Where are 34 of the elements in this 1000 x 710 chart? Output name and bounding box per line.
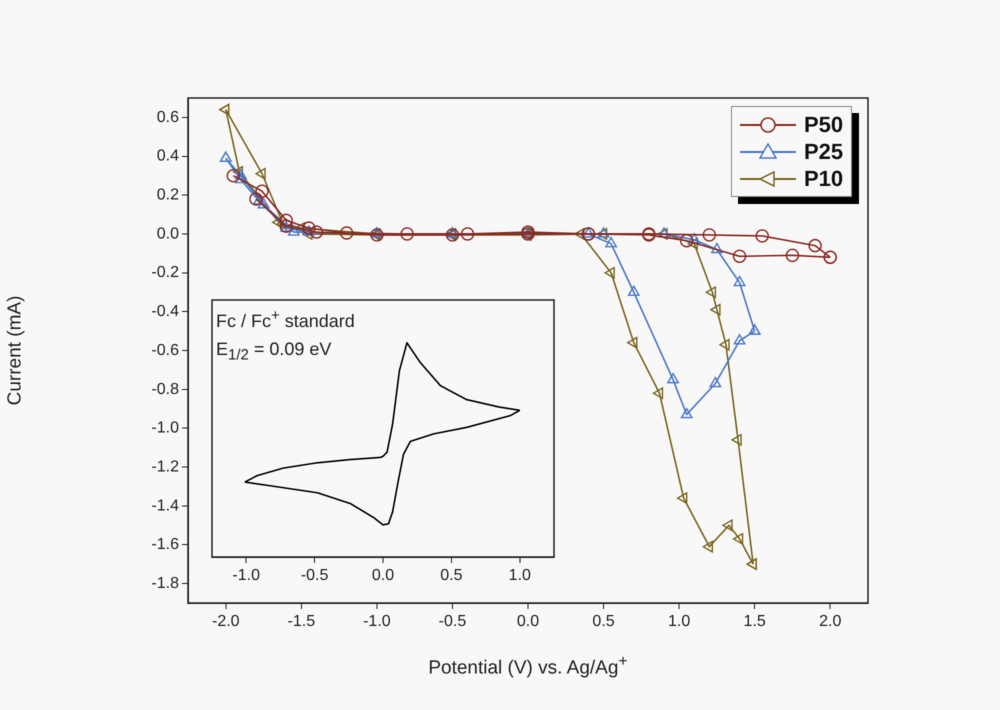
y-tick-label: -1.6 — [151, 536, 180, 554]
x-tick-label: 0.5 — [440, 567, 463, 584]
x-tick-label: 0.0 — [372, 567, 394, 584]
legend-label: P25 — [804, 138, 844, 164]
y-tick-label: 0.0 — [156, 225, 180, 242]
y-axis-title: Current (mA) — [4, 296, 26, 406]
x-tick-label: -2.0 — [212, 613, 240, 630]
x-axis-title: Potential (V) vs. Ag/Ag$^{+}$ — [428, 653, 628, 680]
y-tick-label: -0.4 — [151, 303, 180, 320]
y-tick-label: -0.8 — [151, 380, 180, 398]
x-tick-label: 1.0 — [508, 567, 532, 584]
x-tick-label: 0.5 — [592, 613, 615, 630]
x-tick-label: 1.0 — [668, 613, 690, 630]
legend-label: P10 — [804, 166, 844, 192]
x-tick-label: 1.5 — [744, 613, 766, 630]
y-tick-label: -1.0 — [151, 420, 180, 437]
y-tick-label: 0.6 — [156, 108, 180, 126]
x-tick-label: -1.0 — [232, 567, 260, 584]
x-tick-label: -1.5 — [288, 613, 316, 630]
y-tick-label: -1.2 — [151, 458, 180, 476]
y-tick-label: 0.4 — [156, 148, 180, 165]
y-tick-label: -0.2 — [151, 264, 180, 282]
x-tick-label: 2.0 — [819, 613, 842, 630]
x-tick-label: -0.5 — [438, 613, 466, 630]
annotation: E$_{1/2}$ = 0.09 eV — [216, 339, 332, 364]
y-tick-label: -1.8 — [151, 574, 180, 592]
y-tick-label: -0.6 — [151, 342, 180, 359]
y-tick-label: 0.2 — [156, 186, 180, 204]
annotation: Fc / Fc$^{+}$ standard — [216, 307, 355, 331]
legend-label: P50 — [804, 112, 844, 138]
y-tick-label: -1.4 — [151, 497, 180, 514]
x-tick-label: -1.0 — [363, 613, 391, 630]
x-tick-label: -0.5 — [300, 567, 328, 584]
x-tick-label: 0.0 — [516, 613, 540, 630]
